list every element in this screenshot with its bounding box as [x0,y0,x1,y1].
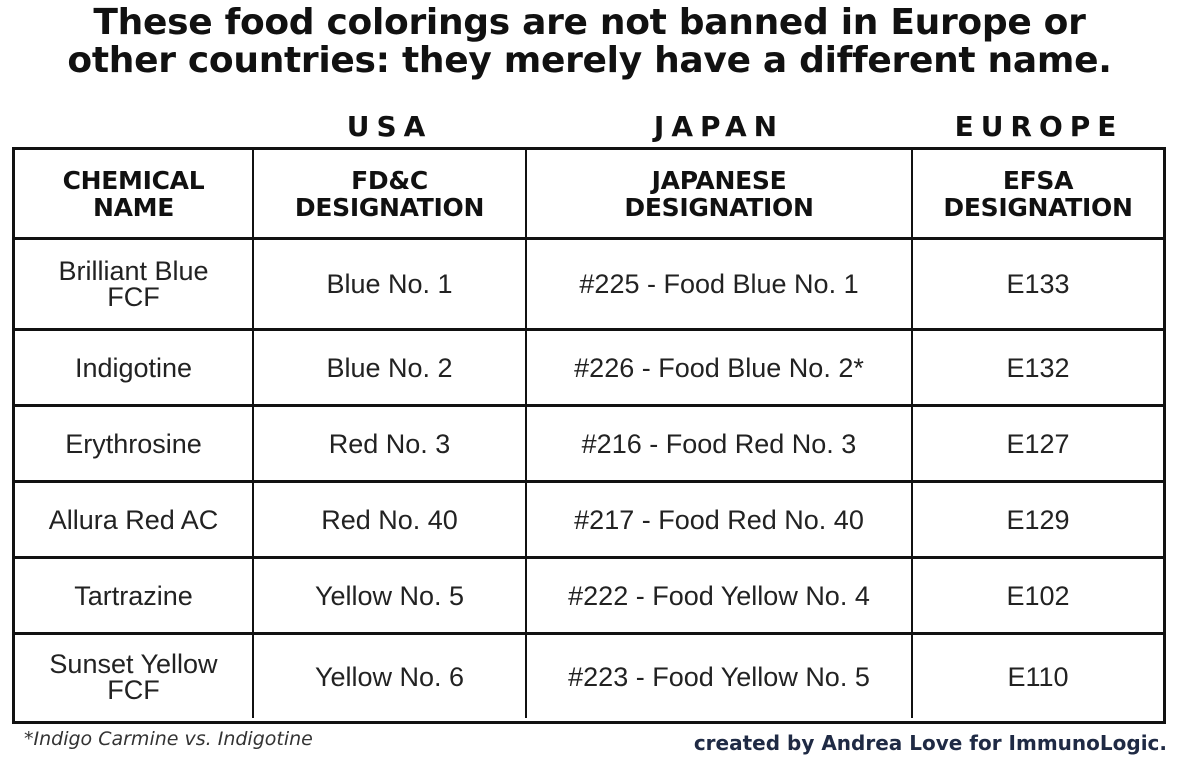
title-line-2: other countries: they merely have a diff… [67,40,1112,81]
table-cell-japanese: #223 - Food Yellow No. 5 [527,635,913,718]
table-cell-efsa: E129 [913,483,1163,559]
header-efsa-designation: EFSA DESIGNATION [913,150,1163,240]
country-label-usa: USA [346,110,433,143]
footnote: *Indigo Carmine vs. Indigotine [24,728,313,750]
table-cell-chemical: Brilliant Blue FCF [15,240,254,331]
table-cell-efsa: E132 [913,331,1163,407]
table-cell-fdc: Red No. 3 [254,407,527,483]
header-fdc-designation: FD&C DESIGNATION [254,150,527,240]
table-cell-chemical: Indigotine [15,331,254,407]
table-cell-chemical: Sunset Yellow FCF [15,635,254,718]
table-cell-fdc: Blue No. 2 [254,331,527,407]
title-line-1: These food colorings are not banned in E… [93,2,1086,43]
food-coloring-table: CHEMICAL NAME FD&C DESIGNATION JAPANESE DES… [12,147,1166,724]
table-cell-chemical: Erythrosine [15,407,254,483]
header-japanese-designation: JAPANESE DESIGNATION [527,150,913,240]
table-cell-efsa: E102 [913,559,1163,635]
table-cell-japanese: #217 - Food Red No. 40 [527,483,913,559]
table-cell-efsa: E110 [1007,661,1069,692]
table-cell-fdc: Red No. 40 [254,483,527,559]
country-label-japan: JAPAN [653,110,785,143]
table-cell-fdc: Yellow No. 6 [254,635,527,718]
table-cell-japanese: #226 - Food Blue No. 2* [527,331,913,407]
table-cell-japanese: #222 - Food Yellow No. 4 [527,559,913,635]
country-label-europe: EUROPE [954,110,1124,143]
credit-line: created by Andrea Love for ImmunoLogic. [693,731,1167,755]
table-cell-chemical: Allura Red AC [15,483,254,559]
header-chemical-name: CHEMICAL NAME [15,150,254,240]
table-cell-efsa: E127 [913,407,1163,483]
table-cell-efsa: E133 [913,240,1163,331]
table-cell-japanese: #216 - Food Red No. 3 [527,407,913,483]
page-title: These food colorings are not banned in E… [0,4,1179,80]
table-cell-chemical: Tartrazine [15,559,254,635]
table-cell-fdc: Yellow No. 5 [254,559,527,635]
table-cell-japanese: #225 - Food Blue No. 1 [527,240,913,331]
table-cell-fdc: Blue No. 1 [254,240,527,331]
